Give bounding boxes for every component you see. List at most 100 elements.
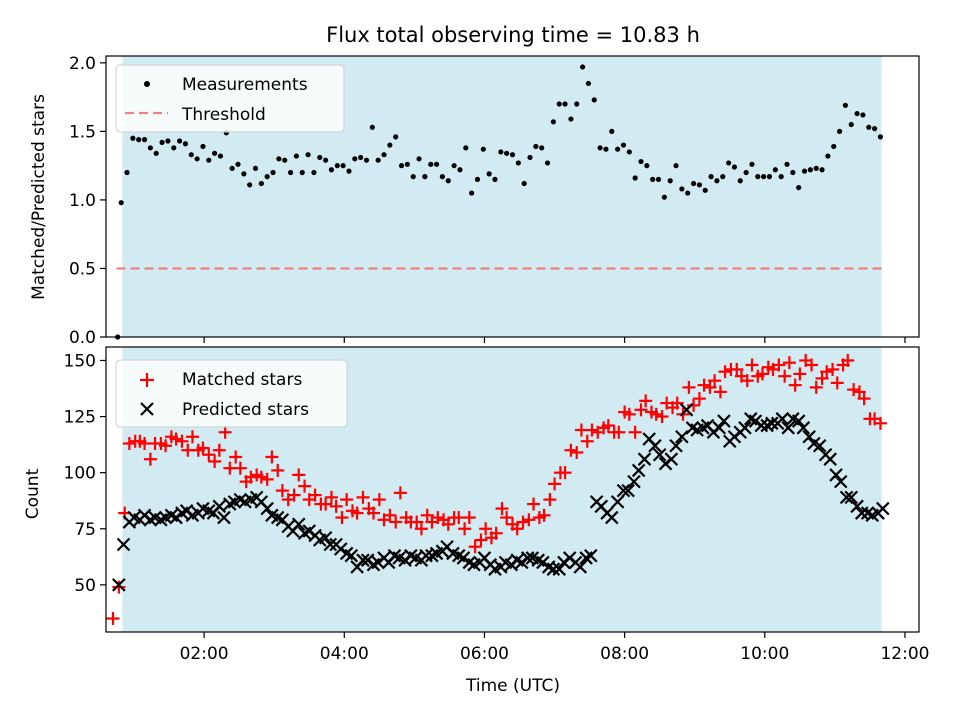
matched-star-point (655, 410, 669, 424)
matched-star-point (697, 378, 711, 392)
predicted-star-point (318, 530, 333, 545)
bottom-x-axis-ticks: 02:00 04:00 06:00 08:00 10:00 12:00 (180, 632, 929, 664)
predicted-star-point (712, 421, 727, 435)
x-tick-label: 08:00 (600, 644, 649, 664)
measurement-point (393, 134, 399, 140)
matched-star-point (218, 425, 232, 439)
measurement-point (445, 178, 451, 184)
predicted-star-point (112, 578, 126, 592)
matched-star-point (260, 472, 274, 486)
measurement-point (358, 154, 364, 161)
bottom-y-tick-label: 125 (64, 408, 96, 428)
measurement-point (667, 178, 673, 184)
measurement-point (504, 150, 510, 156)
bottom-legend: Matched stars Predicted stars (115, 359, 348, 428)
predicted-star-point (876, 501, 890, 516)
matched-star-point (639, 394, 653, 408)
matched-star-point (319, 497, 333, 511)
predicted-star-point (844, 490, 859, 505)
matched-star-point (510, 522, 524, 536)
matched-star-point (548, 477, 562, 491)
measurement-point (562, 101, 568, 107)
measurement-point (778, 174, 784, 180)
measurement-point (165, 138, 171, 144)
predicted-star-point (631, 463, 646, 478)
measurement-point (182, 141, 189, 147)
measurement-point (305, 152, 311, 158)
measurement-point (720, 174, 726, 180)
measurement-point (690, 180, 697, 187)
bottom-y-tick-label: 150 (64, 351, 96, 371)
matched-star-point (474, 533, 488, 547)
measurement-point (147, 145, 153, 151)
predicted-star-point (520, 551, 535, 565)
matched-star-point (431, 511, 445, 525)
matched-star-point (713, 385, 727, 399)
matched-star-point (558, 466, 572, 480)
measurement-point (626, 149, 632, 155)
predicted-star-point (610, 495, 625, 509)
chart-title: Flux total observing time = 10.83 h (326, 23, 700, 47)
matched-star-point (649, 407, 663, 421)
measurement-point (159, 139, 165, 145)
legend-threshold-label: Threshold (181, 105, 266, 125)
matched-star-point (420, 508, 434, 522)
measurement-point (708, 174, 714, 180)
measurement-point (620, 142, 627, 148)
matched-star-point (287, 488, 301, 502)
matched-star-point (815, 371, 829, 385)
matched-star-point (468, 540, 482, 554)
bottom-y-tick-label: 75 (74, 520, 96, 540)
measurement-point (492, 176, 498, 182)
predicted-star-point (627, 474, 641, 489)
top-panel: 0.00.51.01.52.0 Matched/Predicted stars … (29, 54, 920, 348)
measurement-point (836, 128, 843, 134)
measurement-point (153, 150, 159, 156)
measurement-point (410, 174, 416, 180)
measurement-point (743, 169, 749, 176)
matched-star-point (500, 511, 514, 525)
measurement-point (264, 174, 270, 180)
predicted-star-point (546, 562, 561, 576)
matched-star-point (292, 468, 306, 482)
measurement-point (428, 161, 434, 167)
measurement-point (287, 169, 294, 176)
matched-star-point (522, 513, 536, 527)
matched-star-point (772, 358, 786, 372)
measurement-point (136, 137, 142, 143)
measurement-point (241, 171, 247, 177)
measurement-point (469, 190, 475, 196)
predicted-star-point (850, 499, 864, 514)
top-y-tick-label: 2.0 (69, 54, 96, 74)
top-legend-box (115, 64, 345, 133)
predicted-star-point (323, 537, 338, 552)
count-points (106, 353, 890, 626)
matched-star-point (527, 497, 541, 511)
legend-predicted-marker (140, 402, 154, 416)
matched-star-point (755, 367, 769, 381)
measurement-point (270, 169, 276, 176)
measurement-point (486, 171, 492, 177)
measurement-point (498, 149, 504, 155)
measurement-point (860, 112, 866, 118)
measurement-point (819, 167, 825, 173)
measurement-point (387, 142, 393, 148)
matched-star-point (682, 380, 696, 394)
measurement-point (247, 182, 253, 188)
measurement-point (848, 121, 854, 128)
measurement-point (317, 154, 323, 161)
matched-star-point (389, 515, 403, 529)
legend-measurements-marker (144, 81, 150, 87)
matched-star-point (516, 515, 530, 529)
measurement-point (515, 160, 521, 166)
matched-star-point (340, 493, 354, 507)
predicted-star-point (291, 517, 306, 532)
matched-star-point (383, 508, 397, 522)
matched-star-point (112, 580, 126, 594)
matched-star-point (580, 434, 594, 448)
measurement-point (574, 101, 580, 107)
matched-star-point (410, 515, 424, 529)
bottom-panel: 50 75 100 125 150 02:00 04:00 06:00 08:00 10:00 1… (23, 346, 929, 696)
measurement-point (171, 145, 177, 151)
measurement-point (381, 152, 387, 158)
